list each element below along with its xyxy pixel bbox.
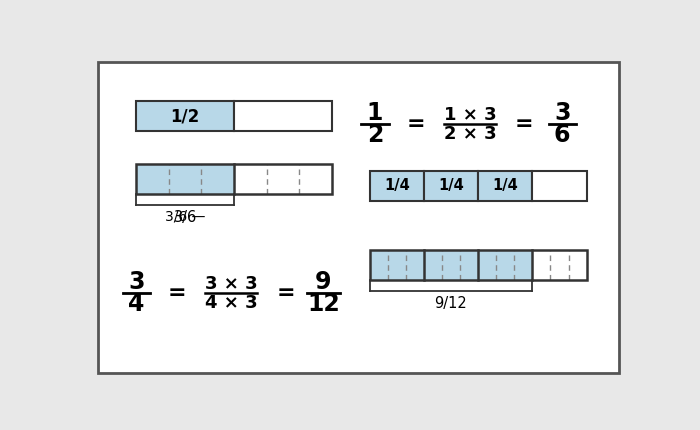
Bar	[136, 164, 234, 194]
Text: 3/6: 3/6	[174, 210, 197, 225]
Text: 1/2: 1/2	[171, 107, 199, 125]
Text: 3/6 —: 3/6 —	[165, 209, 205, 224]
Text: 9: 9	[315, 270, 332, 294]
Bar	[533, 250, 587, 280]
Bar	[370, 171, 424, 200]
Text: 3 × 3: 3 × 3	[205, 275, 258, 293]
Text: 2: 2	[367, 123, 383, 147]
Text: 3: 3	[128, 270, 145, 294]
Text: 3: 3	[554, 101, 570, 125]
Text: 4: 4	[128, 292, 144, 316]
Bar	[424, 171, 478, 200]
Bar	[136, 164, 332, 194]
Text: 1/4: 1/4	[438, 178, 464, 193]
Text: =: =	[276, 283, 295, 303]
Bar	[234, 101, 332, 131]
Bar	[370, 250, 587, 280]
Text: =: =	[407, 114, 425, 134]
Bar	[370, 250, 533, 280]
Text: 2 × 3: 2 × 3	[444, 126, 496, 143]
Bar	[234, 164, 332, 194]
Text: =: =	[515, 114, 533, 134]
Bar	[136, 101, 234, 131]
Bar	[533, 171, 587, 200]
Text: =: =	[168, 283, 186, 303]
Text: 6: 6	[554, 123, 570, 147]
Text: 12: 12	[307, 292, 340, 316]
Text: 1 × 3: 1 × 3	[444, 106, 496, 124]
Text: 9/12: 9/12	[435, 296, 468, 311]
Bar	[478, 171, 532, 200]
Text: 1/4: 1/4	[384, 178, 409, 193]
Text: 1/4: 1/4	[492, 178, 518, 193]
Text: 4 × 3: 4 × 3	[205, 294, 258, 312]
Text: 1: 1	[367, 101, 383, 125]
